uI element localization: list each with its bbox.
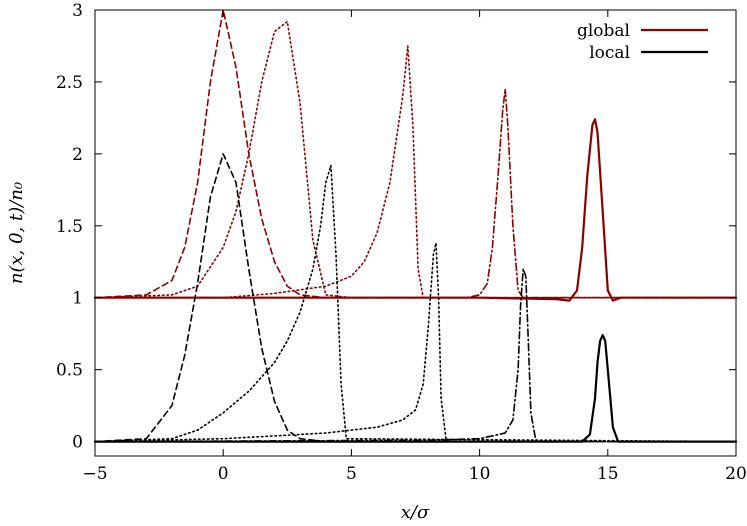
series-line-global-1	[94, 9, 737, 299]
y-tick-label: 3	[72, 1, 83, 21]
plot-frame	[94, 9, 737, 457]
ticks-layer: −5 0 5 10 15 20 0 0.5 1 1.5 2 2.5 3	[56, 1, 747, 484]
y-axis-label: n(x, 0, t)/n₀	[6, 182, 27, 284]
y-tick-label: 0	[72, 433, 83, 453]
series-line-local-10	[93, 334, 738, 443]
legend-label-local: local	[589, 43, 630, 63]
y-tick-label: 1.5	[56, 217, 83, 237]
legend-label-global: global	[577, 21, 630, 41]
y-tick-label: 2	[72, 145, 83, 165]
x-tick-label: 20	[725, 464, 747, 484]
x-tick-label: 10	[469, 464, 491, 484]
x-axis-label: x/σ	[401, 502, 430, 523]
series-layer	[93, 9, 738, 443]
series-line-local-8	[94, 242, 737, 443]
series-line-local-7	[94, 164, 737, 443]
x-tick-label: 15	[597, 464, 619, 484]
series-line-local-6	[94, 153, 737, 443]
y-tick-label: 1	[72, 289, 83, 309]
x-tick-label: −5	[82, 464, 107, 484]
series-line-global-3	[94, 45, 737, 299]
series-line-global-4	[94, 88, 737, 299]
x-tick-label: 5	[346, 464, 357, 484]
series-line-global-5	[93, 118, 738, 302]
y-tick-label: 2.5	[56, 73, 83, 93]
x-tick-label: 0	[218, 464, 229, 484]
y-tick-label: 0.5	[56, 361, 83, 381]
series-line-local-9	[94, 268, 737, 443]
series-line-global-2	[94, 20, 737, 299]
